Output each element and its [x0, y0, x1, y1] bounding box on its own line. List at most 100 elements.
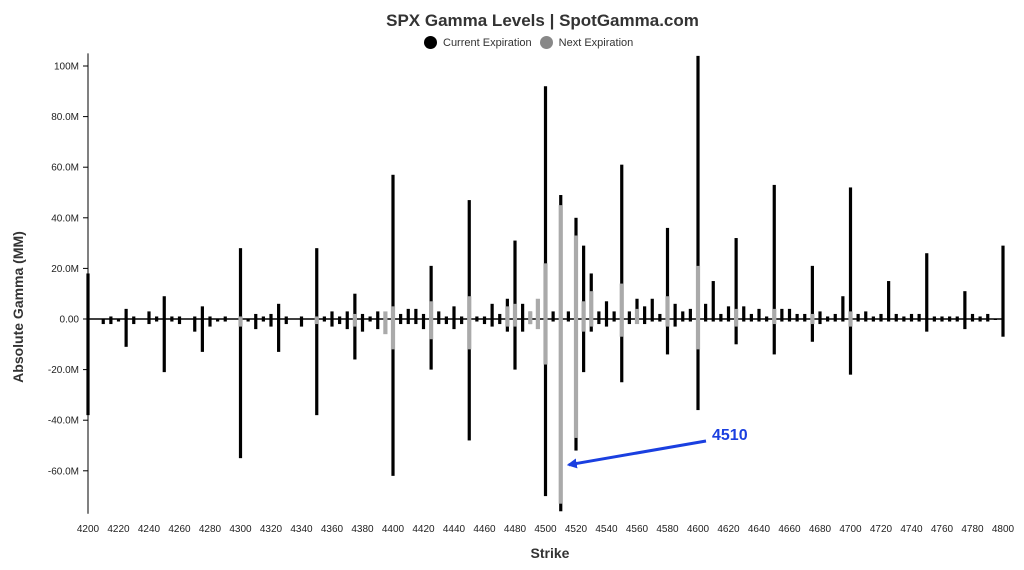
x-tick-label: 4640 — [748, 524, 771, 535]
bar-current — [261, 316, 265, 322]
bar-current — [795, 313, 799, 322]
annotation-arrow — [566, 439, 707, 469]
bar-current — [170, 316, 174, 322]
legend-swatch-next — [539, 36, 553, 49]
bar-next — [665, 296, 670, 327]
bar-current — [665, 227, 670, 355]
x-tick-label: 4480 — [504, 524, 527, 535]
bar-current — [109, 316, 113, 325]
bar-current — [200, 306, 204, 352]
bar-current — [360, 313, 365, 332]
legend-item-current[interactable]: Current Expiration — [424, 36, 532, 49]
bar-current — [993, 319, 997, 320]
bar-current — [1001, 245, 1005, 337]
bar-current — [673, 303, 677, 327]
bar-current — [940, 316, 944, 322]
bar-current — [719, 313, 723, 322]
bar-current — [909, 313, 914, 322]
bar-current — [948, 316, 952, 322]
bar-current — [147, 311, 151, 325]
bar-current — [460, 316, 464, 325]
bar-current — [734, 238, 738, 345]
bar-current — [223, 316, 227, 322]
x-tick-label: 4680 — [809, 524, 832, 535]
bar-current — [780, 308, 784, 322]
bar-current — [124, 308, 128, 347]
bar-current — [742, 306, 746, 322]
bar-current — [917, 313, 921, 322]
bar-current — [688, 308, 692, 322]
bar-next — [352, 313, 357, 327]
bar-current — [452, 306, 456, 330]
legend-label-current: Current Expiration — [443, 36, 532, 49]
bar-current — [879, 313, 883, 322]
bar-current — [162, 296, 166, 373]
bar-next — [695, 265, 701, 350]
x-tick-label: 4380 — [351, 524, 374, 535]
y-tick-label: 20.0M — [51, 264, 79, 275]
annotation-label: 4510 — [712, 427, 748, 444]
bar-next — [848, 311, 853, 327]
bar-current — [521, 303, 525, 332]
y-tick-label: -40.0M — [48, 416, 79, 427]
bar-current — [490, 303, 494, 327]
x-tick-label: 4400 — [382, 524, 405, 535]
bar-current — [650, 298, 654, 322]
bar-next — [238, 316, 243, 327]
bar-next — [589, 291, 594, 327]
x-tick-label: 4700 — [839, 524, 862, 535]
bar-current — [216, 319, 220, 322]
bar-current — [963, 291, 967, 330]
bar-current — [864, 311, 868, 322]
bar-current — [284, 316, 288, 325]
bar-current — [193, 316, 197, 332]
x-tick-label: 4660 — [778, 524, 801, 535]
bar-next — [528, 311, 533, 325]
x-tick-label: 4200 — [77, 524, 100, 535]
legend-item-next[interactable]: Next Expiration — [539, 36, 633, 49]
bar-current — [269, 313, 273, 327]
bar-current — [765, 316, 769, 322]
bar-current — [711, 281, 715, 322]
x-tick-label: 4320 — [260, 524, 283, 535]
bar-current — [986, 313, 990, 322]
bar-current — [887, 281, 891, 322]
bar-current — [681, 311, 685, 322]
x-tick-label: 4740 — [900, 524, 923, 535]
bar-next — [390, 306, 396, 350]
x-tick-label: 4260 — [168, 524, 191, 535]
bar-current — [826, 316, 830, 322]
bar-current — [368, 316, 372, 322]
x-tick-label: 4720 — [870, 524, 893, 535]
bar-current — [299, 316, 304, 327]
bar-current — [322, 316, 326, 322]
bar-current — [475, 316, 479, 322]
bar-current — [803, 313, 807, 322]
bar-current — [818, 311, 822, 325]
bar-current — [345, 311, 349, 330]
y-tick-label: -20.0M — [48, 365, 79, 376]
bar-current — [254, 313, 258, 330]
bar-current — [330, 311, 334, 327]
bar-current — [902, 316, 906, 322]
bar-next — [535, 298, 540, 330]
bar-current — [772, 184, 776, 355]
bar-current — [421, 313, 426, 330]
bar-current — [597, 311, 601, 325]
bar-current — [833, 313, 837, 322]
bar-current — [704, 303, 708, 322]
x-tick-label: 4540 — [595, 524, 618, 535]
bar-current — [353, 293, 357, 360]
x-tick-label: 4520 — [565, 524, 588, 535]
bar-current — [955, 316, 959, 322]
bar-current — [612, 311, 616, 322]
bar-next — [383, 311, 388, 335]
x-tick-label: 4340 — [290, 524, 313, 535]
x-tick-label: 4580 — [656, 524, 679, 535]
y-tick-label: 40.0M — [51, 213, 79, 224]
bar-next — [619, 283, 624, 337]
bar-current — [437, 311, 441, 325]
x-tick-label: 4240 — [138, 524, 161, 535]
y-tick-label: -60.0M — [48, 466, 79, 477]
